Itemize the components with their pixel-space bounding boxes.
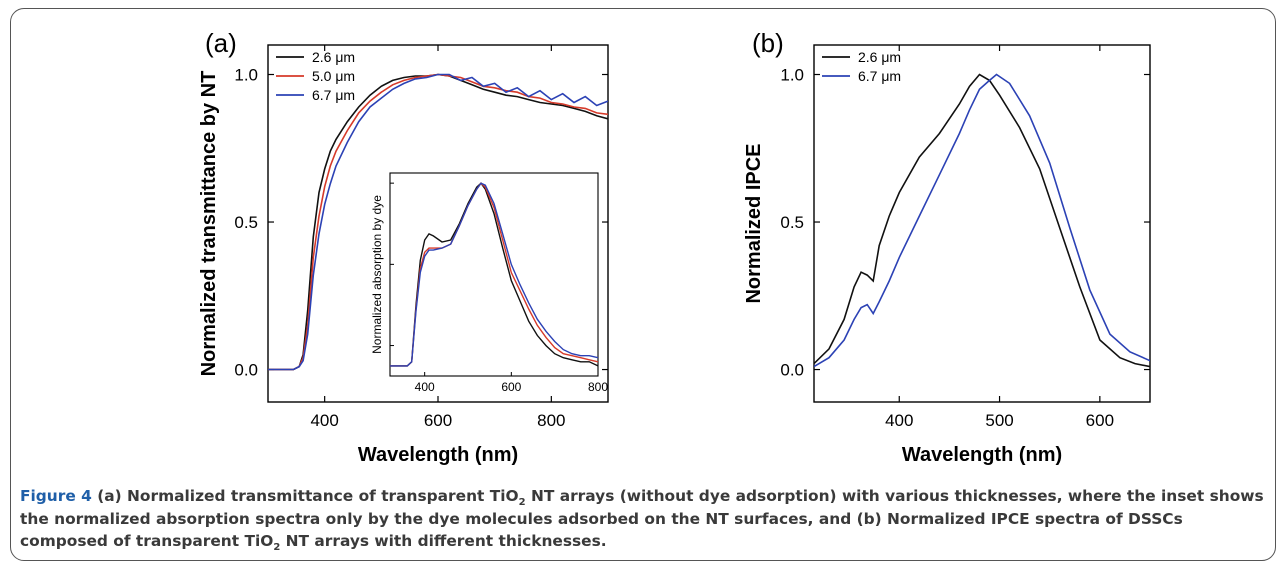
inset-series-line-1 xyxy=(390,182,599,367)
x-tick-label: 500 xyxy=(985,411,1013,430)
figure-label: Figure 4 xyxy=(20,487,92,505)
panel-label: (a) xyxy=(205,28,237,58)
panel-a-chart: (a) 400 600 800 0.0 0.5 1.0 Wavelength (nm) Norm… xyxy=(198,28,609,466)
legend-label-2: 6.7 μm xyxy=(858,68,901,84)
x-axis-label: Wavelength (nm) xyxy=(902,444,1062,466)
y-tick-label: 0.0 xyxy=(780,361,804,380)
x-tick-label: 600 xyxy=(424,411,452,430)
y-tick-label: 1.0 xyxy=(234,66,258,85)
inset-x-tick-label: 600 xyxy=(501,380,521,394)
legend-label-3: 6.7 μm xyxy=(312,87,355,103)
figure-charts: (a) 400 600 800 0.0 0.5 1.0 Wavelength (nm) Norm… xyxy=(198,28,1151,466)
caption-text-2: NT arrays (without dye adsorption) with … xyxy=(20,487,1264,550)
series-line-2 xyxy=(814,73,1150,368)
y-axis-label: Normalized transmittance by NT xyxy=(198,71,220,377)
caption-text-1: Normalized transmittance of transparent … xyxy=(121,487,519,505)
legend-label-2: 5.0 μm xyxy=(312,68,355,84)
y-tick-label: 0.5 xyxy=(780,213,804,232)
plot-frame xyxy=(813,44,1151,403)
legend-label-1: 2.6 μm xyxy=(312,49,355,65)
legend-label-1: 2.6 μm xyxy=(858,49,901,65)
x-tick-label: 800 xyxy=(537,411,565,430)
inset-x-tick-label: 400 xyxy=(415,380,435,394)
caption-subscript-1: 2 xyxy=(518,497,526,509)
inset-series-line-3 xyxy=(390,182,599,367)
x-tick-label: 600 xyxy=(1086,411,1114,430)
figure-caption: Figure 4 (a) Normalized transmittance of… xyxy=(20,485,1270,553)
panel-label: (b) xyxy=(752,28,784,58)
inset-x-tick-label: 800 xyxy=(588,380,608,394)
figure-frame xyxy=(10,8,1276,561)
inset-series-line-2 xyxy=(390,182,599,367)
series-line-1 xyxy=(814,73,1150,368)
panel-b-chart: (b) 400 500 600 0.0 0.5 1.0 Wavelength (nm) Norm… xyxy=(743,28,1151,466)
series-line-3 xyxy=(268,73,608,371)
x-tick-label: 400 xyxy=(310,411,338,430)
caption-part-a-label: (a) xyxy=(97,487,122,505)
series-line-2 xyxy=(268,73,608,371)
caption-text-3: NT arrays with different thicknesses. xyxy=(280,532,607,550)
y-tick-label: 0.5 xyxy=(234,213,258,232)
inset-y-axis-label: Normalized absorption by dye xyxy=(370,195,384,354)
y-axis-label: Normalized IPCE xyxy=(743,143,765,303)
caption-subscript-2: 2 xyxy=(273,542,281,554)
x-tick-label: 400 xyxy=(885,411,913,430)
y-tick-label: 0.0 xyxy=(234,361,258,380)
x-axis-label: Wavelength (nm) xyxy=(358,444,518,466)
y-tick-label: 1.0 xyxy=(780,66,804,85)
